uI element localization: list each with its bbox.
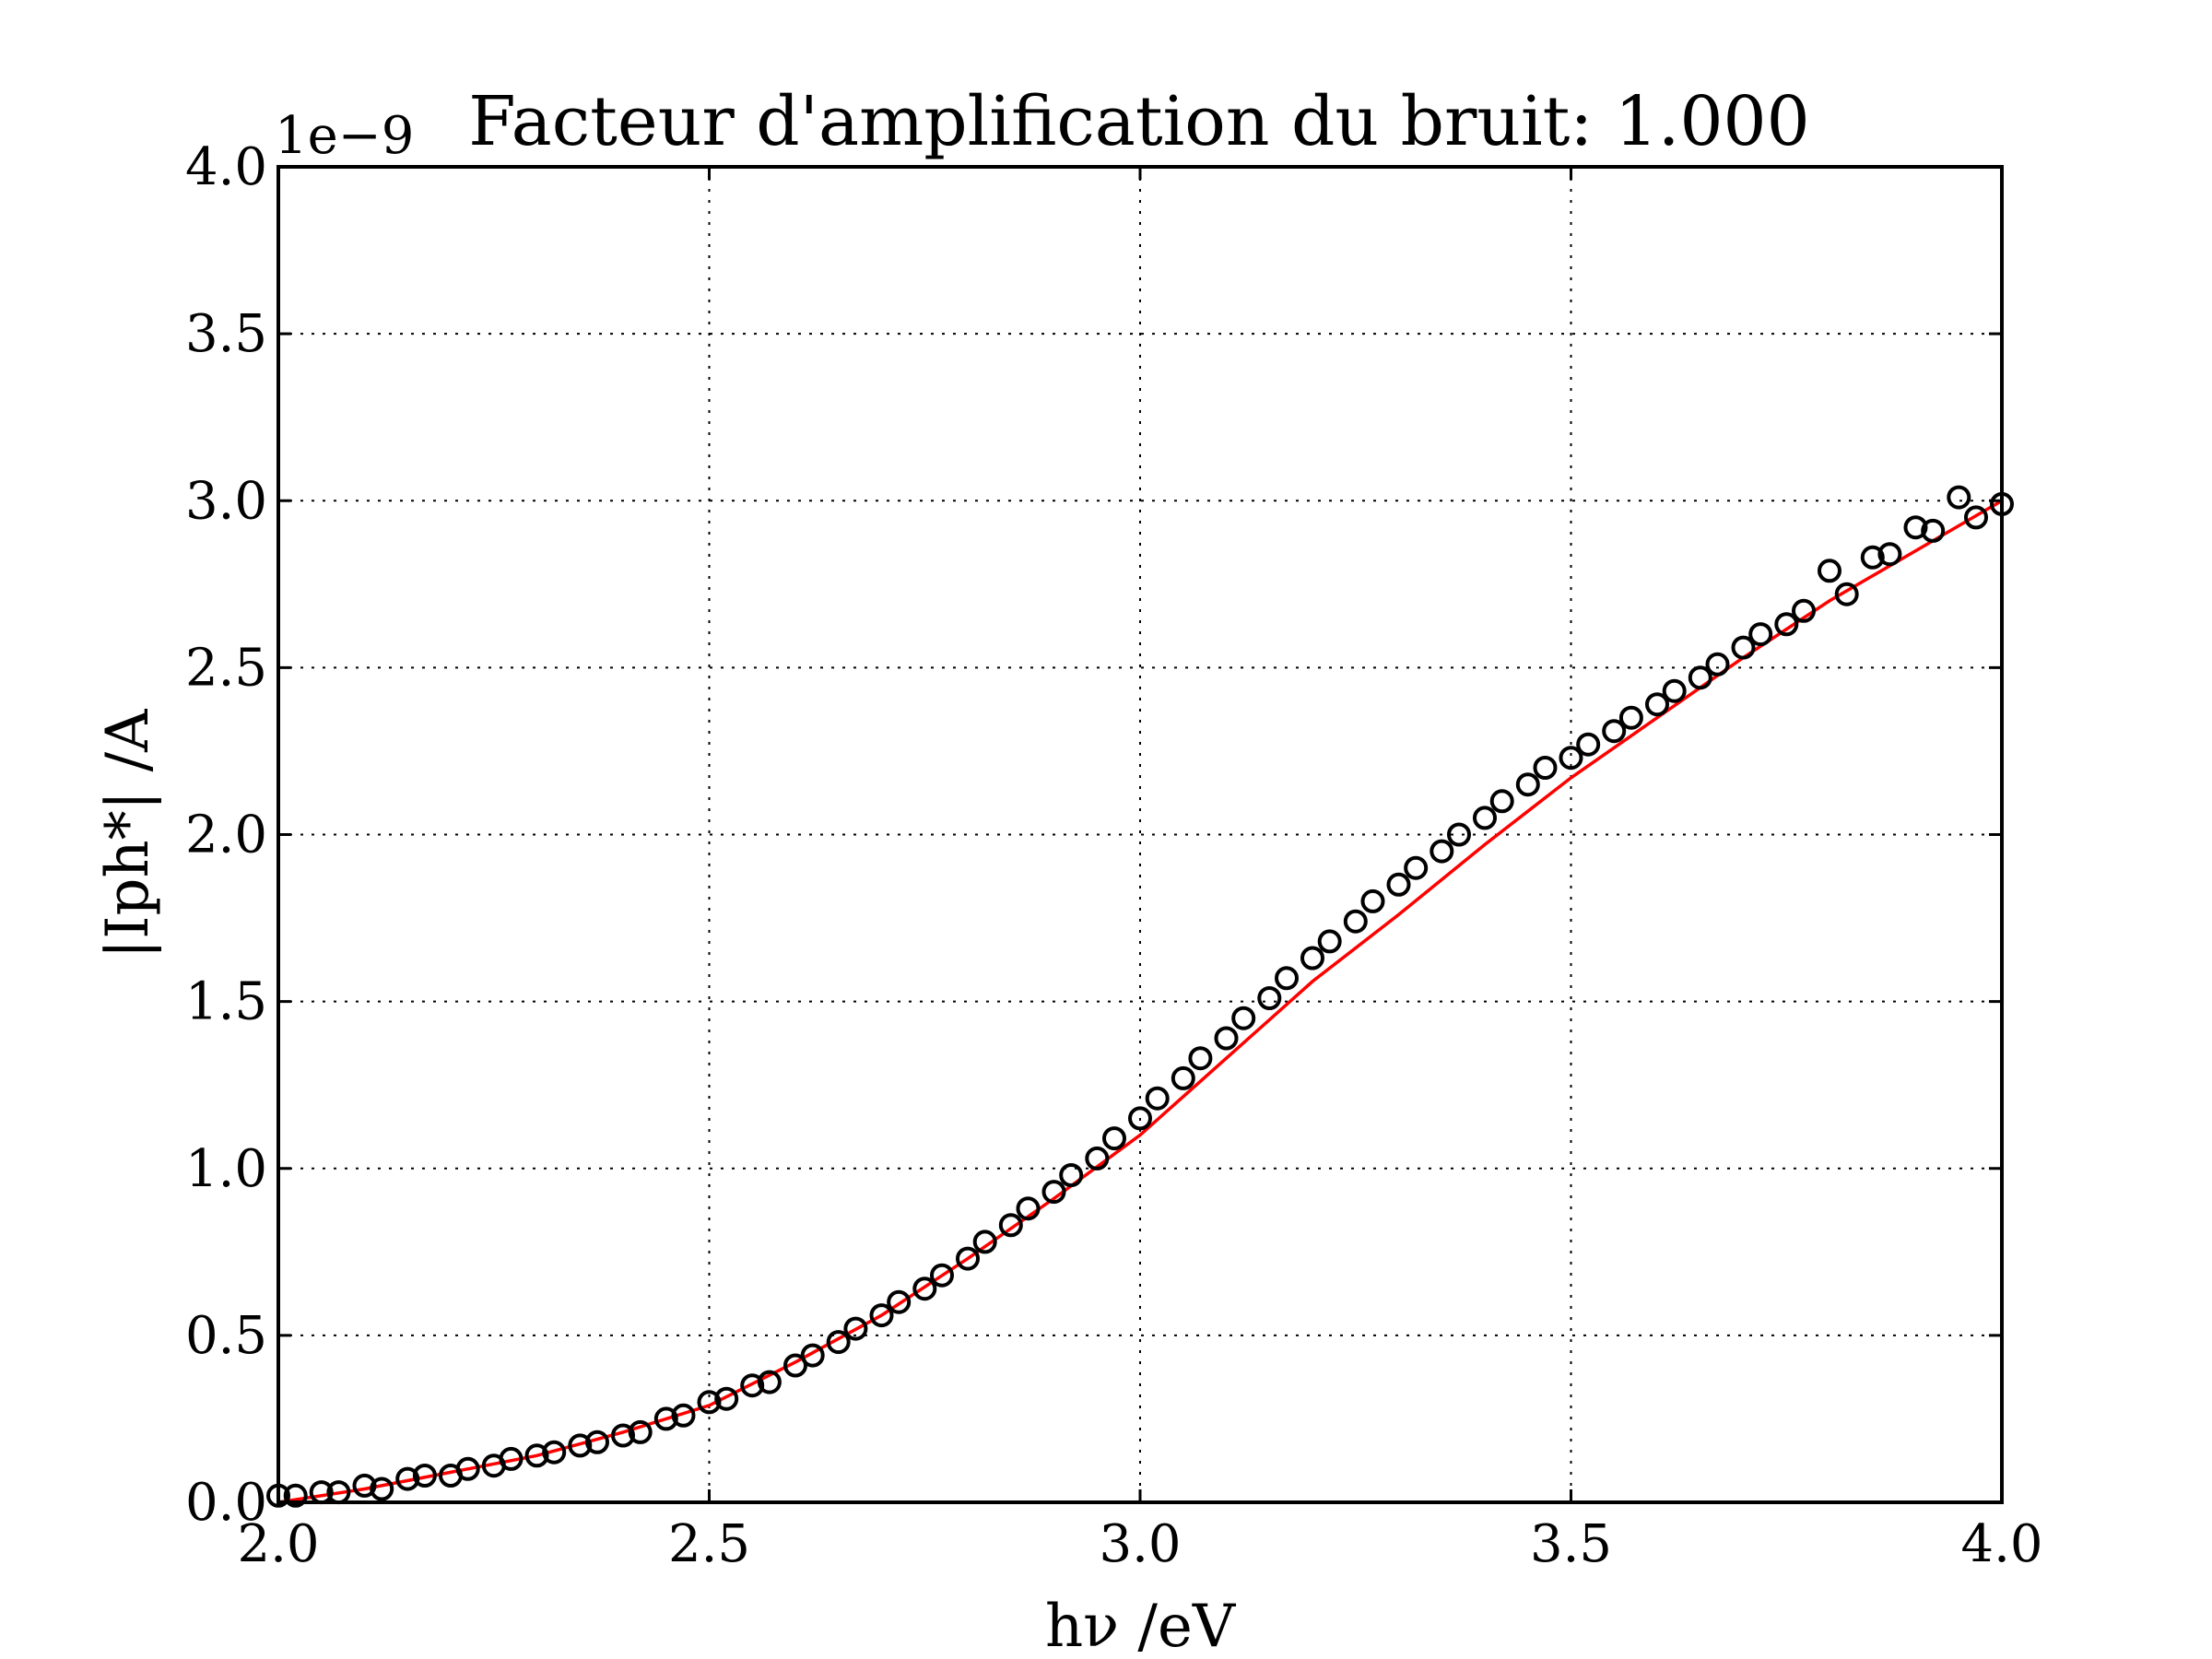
data-point [800, 1343, 825, 1368]
x-tick-label: 2.5 [668, 1514, 750, 1574]
data-point [869, 1303, 894, 1328]
data-point [455, 1456, 480, 1481]
data-point [1688, 665, 1712, 690]
y-tick-label: 0.0 [185, 1473, 267, 1533]
data-point [740, 1373, 765, 1398]
data-point [1430, 839, 1454, 864]
data-point [412, 1464, 437, 1488]
data-point [757, 1370, 782, 1394]
data-point [542, 1440, 567, 1465]
data-point [1386, 872, 1411, 897]
y-tick-label: 3.5 [185, 304, 267, 364]
data-point [499, 1446, 524, 1471]
data-point [912, 1277, 937, 1301]
y-tick-label: 3.0 [185, 471, 267, 531]
x-tick-label: 3.5 [1530, 1514, 1612, 1574]
x-tick-label: 2.0 [237, 1514, 319, 1574]
y-tick-label: 1.0 [185, 1139, 267, 1199]
data-point [1447, 822, 1471, 847]
data-point [1705, 652, 1730, 677]
data-point [1317, 929, 1342, 954]
data-point [783, 1353, 807, 1378]
data-point [1128, 1106, 1152, 1131]
y-axis-label: |Iph*| /A [94, 709, 162, 959]
data-point [1231, 1006, 1256, 1030]
data-point [1921, 518, 1946, 543]
fit-line-layer [277, 499, 2003, 1504]
data-point [1404, 855, 1429, 880]
grid-lines [278, 167, 2002, 1502]
data-point [1059, 1163, 1084, 1187]
data-point [1818, 559, 1841, 583]
data-point [998, 1213, 1023, 1238]
x-tick-label: 3.0 [1099, 1514, 1181, 1574]
data-point [1576, 732, 1601, 757]
data-point [1964, 505, 1988, 530]
data-point [1102, 1126, 1126, 1151]
tick-labels: 2.0 2.5 3.0 3.5 4.0 0.0 0.5 1.0 1.5 2.0 2.5 3.0 3.5 4… [185, 137, 2043, 1574]
data-points-layer [266, 485, 2014, 1508]
data-point [283, 1483, 308, 1508]
data-point [1275, 966, 1299, 991]
data-point [1515, 772, 1540, 797]
data-point [1085, 1146, 1110, 1171]
y-tick-label: 2.0 [185, 806, 267, 865]
data-point [568, 1433, 593, 1458]
data-point [1533, 756, 1558, 780]
data-point [1343, 909, 1368, 934]
data-point [628, 1419, 653, 1444]
data-point [653, 1406, 678, 1431]
data-point [1489, 789, 1514, 814]
data-point [352, 1473, 377, 1498]
data-point [1016, 1196, 1041, 1221]
x-tick-label: 4.0 [1960, 1514, 2042, 1574]
data-point [1360, 888, 1385, 913]
data-point [956, 1246, 980, 1271]
data-point [1748, 622, 1773, 647]
data-point [1473, 806, 1497, 830]
data-point [972, 1230, 997, 1254]
data-point [697, 1390, 722, 1415]
data-point [1041, 1180, 1066, 1205]
data-point [1618, 705, 1643, 730]
data-point [1662, 678, 1687, 703]
data-point [671, 1403, 696, 1428]
y-offset-label: 1e−9 [275, 106, 414, 166]
data-point [1731, 635, 1756, 660]
data-point [1602, 719, 1627, 744]
data-point [1300, 946, 1324, 971]
data-point [1214, 1026, 1239, 1051]
data-point [1774, 612, 1799, 637]
y-tick-label: 2.5 [185, 638, 267, 698]
data-point [611, 1423, 635, 1448]
x-axis-label: hν /eV [1045, 1593, 1237, 1659]
data-point [1171, 1065, 1195, 1090]
data-point [1860, 545, 1885, 570]
data-point [1947, 485, 1971, 510]
y-tick-label: 1.5 [185, 972, 267, 1032]
data-point [843, 1316, 868, 1341]
data-point [1877, 542, 1902, 567]
data-point [930, 1263, 954, 1288]
data-point [714, 1386, 739, 1411]
y-tick-label: 0.5 [185, 1306, 267, 1366]
data-point [1559, 746, 1583, 771]
data-point [826, 1330, 851, 1355]
data-point [370, 1477, 394, 1501]
data-point [395, 1466, 420, 1491]
data-point [585, 1430, 609, 1454]
data-point [1145, 1086, 1170, 1111]
chart-title: Facteur d'amplification du bruit: 1.000 [468, 82, 1809, 161]
fit-line [277, 499, 2003, 1504]
data-point [1257, 986, 1282, 1010]
y-tick-label: 4.0 [185, 137, 267, 197]
data-point [1188, 1046, 1213, 1071]
data-point [1645, 692, 1669, 717]
data-point [1792, 598, 1816, 623]
data-point [524, 1443, 549, 1468]
data-point [1834, 582, 1859, 606]
data-point [887, 1289, 912, 1314]
data-point [1903, 515, 1928, 540]
